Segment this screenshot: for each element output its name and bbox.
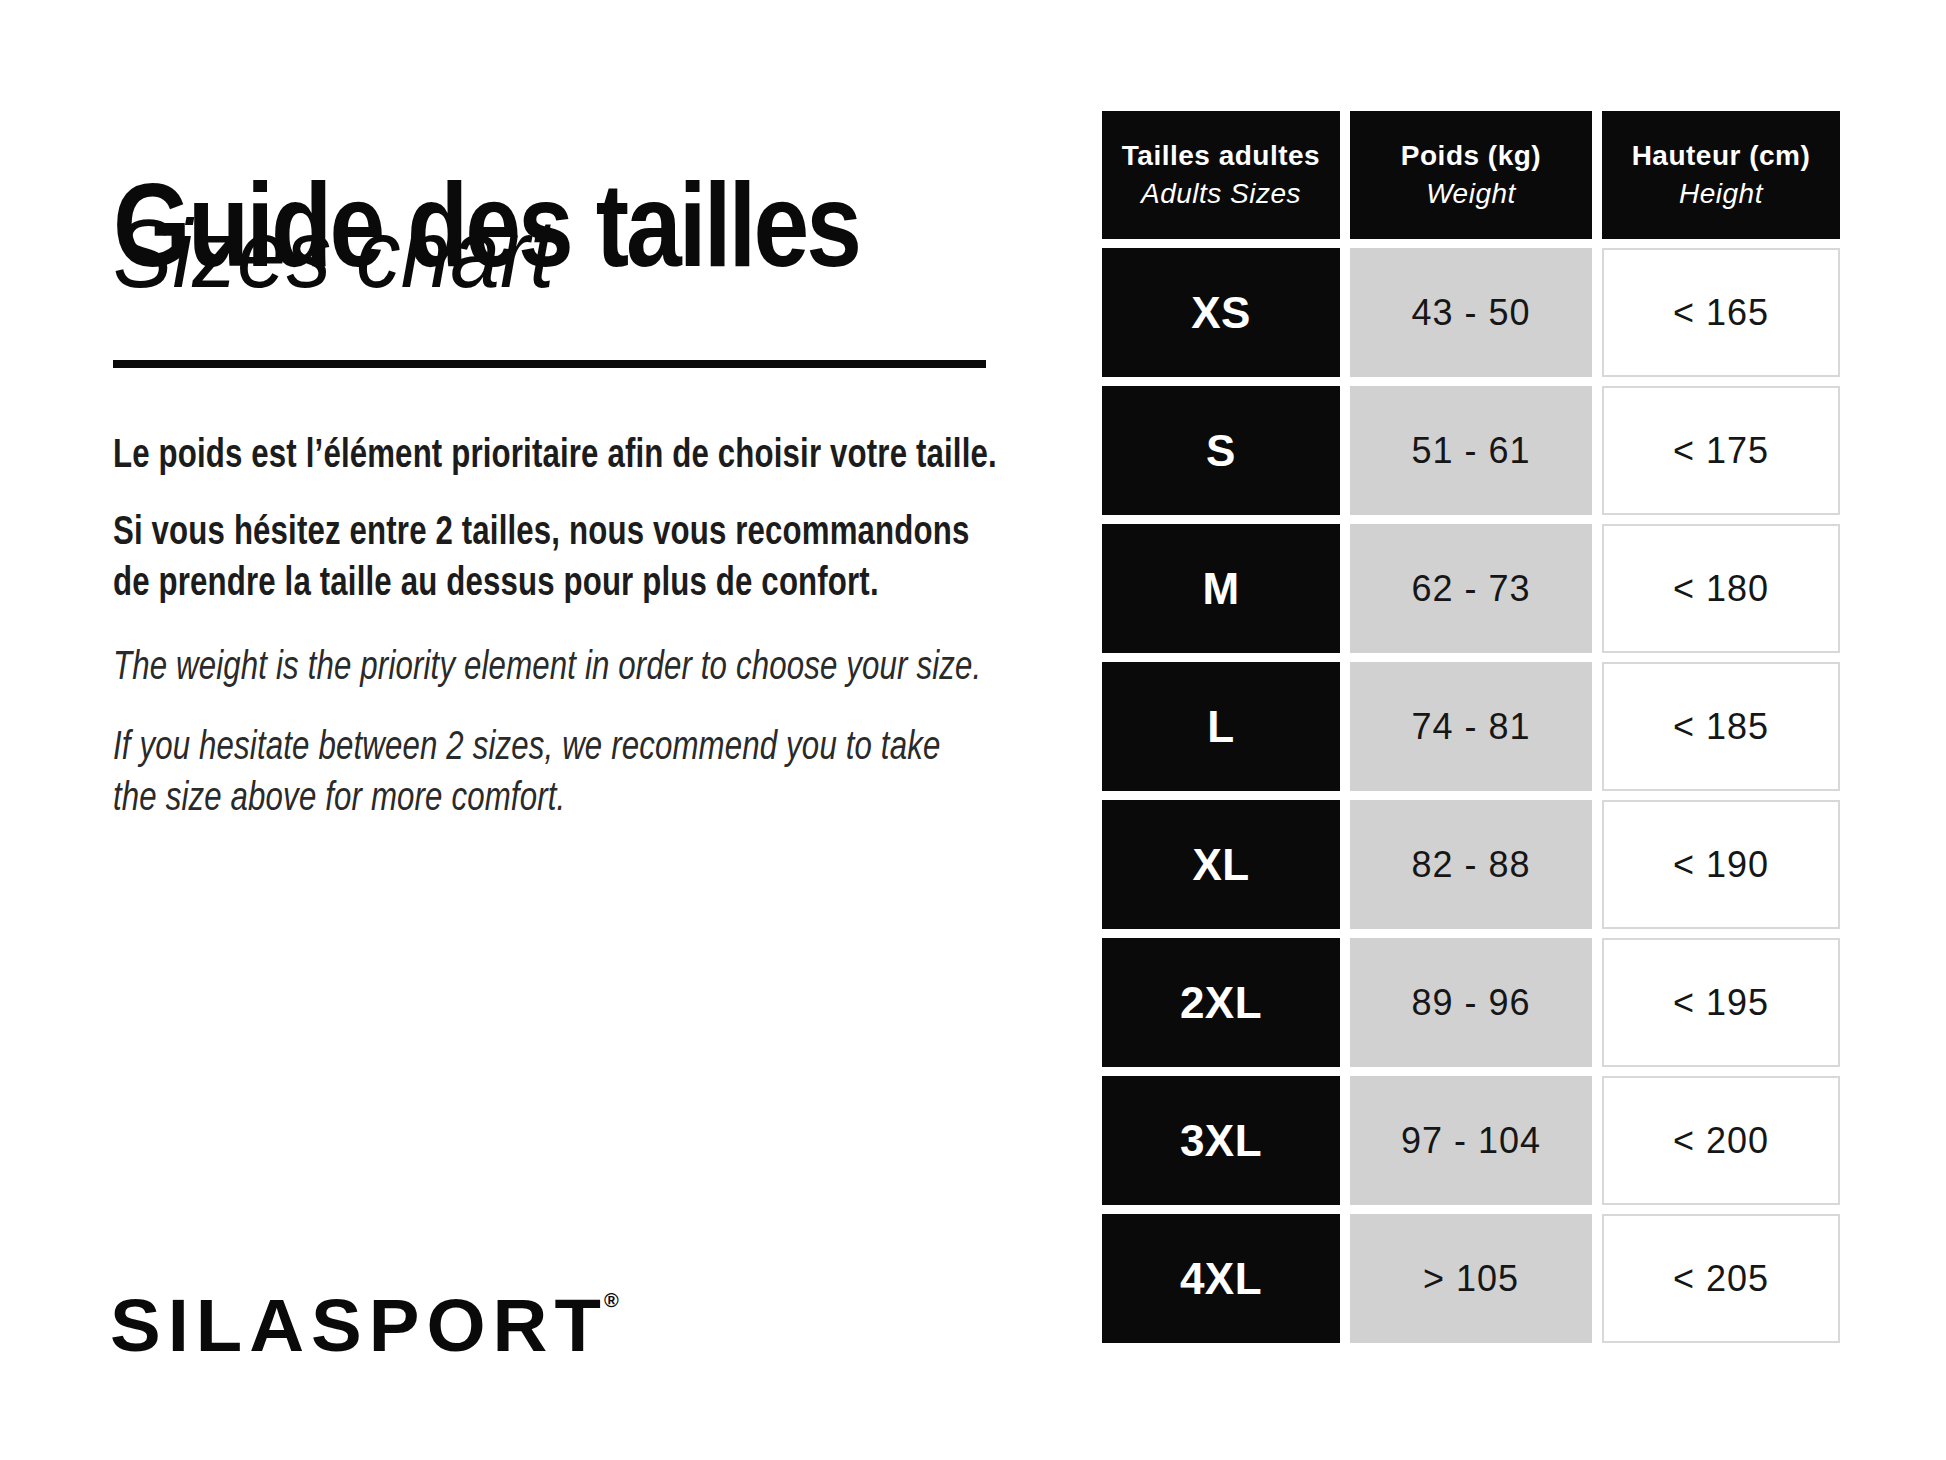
column-header-weight: Poids (kg) Weight [1350, 111, 1592, 239]
divider-rule [113, 360, 986, 368]
sizes-table: Tailles adultes Adults Sizes Poids (kg) … [1102, 111, 1840, 1343]
column-header-fr: Poids (kg) [1401, 142, 1541, 170]
weight-cell: > 105 [1350, 1214, 1592, 1343]
brand-logo-text: SILASPORT [110, 1283, 608, 1366]
intro-fr-paragraph-1: Le poids est l’élément prioritaire afin … [113, 428, 997, 479]
intro-fr-paragraph-2: Si vous hésitez entre 2 tailles, nous vo… [113, 505, 969, 607]
weight-cell: 74 - 81 [1350, 662, 1592, 791]
weight-cell: 82 - 88 [1350, 800, 1592, 929]
height-cell: < 175 [1602, 386, 1840, 515]
column-header-fr: Hauteur (cm) [1632, 142, 1811, 170]
weight-cell: 89 - 96 [1350, 938, 1592, 1067]
intro-en-line: The weight is the priority element in or… [113, 640, 981, 691]
intro-en-paragraph-2: If you hesitate between 2 sizes, we reco… [113, 720, 940, 822]
column-header-height: Hauteur (cm) Height [1602, 111, 1840, 239]
size-cell: 2XL [1102, 938, 1340, 1067]
height-cell: < 195 [1602, 938, 1840, 1067]
size-cell: XS [1102, 248, 1340, 377]
weight-cell: 62 - 73 [1350, 524, 1592, 653]
intro-en-paragraph-1: The weight is the priority element in or… [113, 640, 981, 691]
column-header-en: Weight [1426, 180, 1516, 208]
height-cell: < 165 [1602, 248, 1840, 377]
size-cell: S [1102, 386, 1340, 515]
intro-fr-line: Si vous hésitez entre 2 tailles, nous vo… [113, 505, 969, 556]
registered-trademark-symbol: ® [604, 1289, 619, 1311]
weight-cell: 97 - 104 [1350, 1076, 1592, 1205]
intro-fr-line: Le poids est l’élément prioritaire afin … [113, 428, 997, 479]
weight-cell: 43 - 50 [1350, 248, 1592, 377]
height-cell: < 205 [1602, 1214, 1840, 1343]
size-cell: 3XL [1102, 1076, 1340, 1205]
column-header-fr: Tailles adultes [1122, 142, 1320, 170]
size-cell: L [1102, 662, 1340, 791]
height-cell: < 190 [1602, 800, 1840, 929]
height-cell: < 180 [1602, 524, 1840, 653]
height-cell: < 200 [1602, 1076, 1840, 1205]
height-cell: < 185 [1602, 662, 1840, 791]
size-cell: 4XL [1102, 1214, 1340, 1343]
size-guide-page: Guide des tailles Sizes chart Le poids e… [0, 0, 1946, 1460]
brand-logo: SILASPORT® [110, 1288, 623, 1362]
column-header-en: Height [1679, 180, 1763, 208]
intro-fr-line: de prendre la taille au dessus pour plus… [113, 556, 969, 607]
column-header-en: Adults Sizes [1141, 180, 1301, 208]
weight-cell: 51 - 61 [1350, 386, 1592, 515]
column-header-sizes: Tailles adultes Adults Sizes [1102, 111, 1340, 239]
page-subtitle: Sizes chart [113, 205, 554, 302]
size-cell: XL [1102, 800, 1340, 929]
size-cell: M [1102, 524, 1340, 653]
intro-en-line: the size above for more comfort. [113, 771, 940, 822]
intro-en-line: If you hesitate between 2 sizes, we reco… [113, 720, 940, 771]
